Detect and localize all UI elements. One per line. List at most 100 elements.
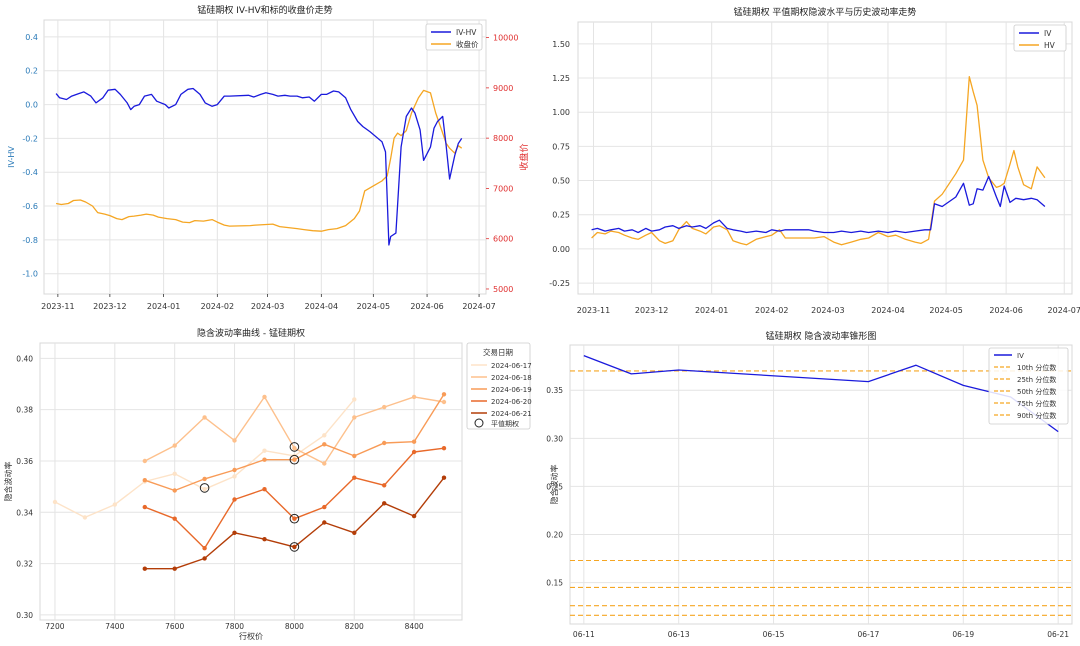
data-point xyxy=(142,566,147,571)
legend-label: IV-HV xyxy=(456,28,477,37)
x-tick-label: 06-19 xyxy=(952,630,974,639)
data-point xyxy=(411,394,417,400)
data-point xyxy=(232,438,237,443)
data-point xyxy=(411,513,417,519)
data-point xyxy=(112,502,118,507)
y2-tick-label: 7000 xyxy=(493,184,513,193)
data-point xyxy=(232,497,237,502)
data-point xyxy=(262,394,267,400)
data-point xyxy=(382,501,387,506)
data-point xyxy=(352,397,357,402)
data-point xyxy=(262,457,267,462)
data-point xyxy=(292,544,297,550)
data-point xyxy=(292,516,297,521)
y-tick-label: 0.38 xyxy=(16,406,33,415)
y-tick-label: 0.25 xyxy=(552,211,570,220)
x-tick-label: 2024-02 xyxy=(201,302,234,311)
data-point xyxy=(52,499,58,505)
y2-tick-label: 6000 xyxy=(493,235,513,244)
y-tick-label: 0.35 xyxy=(546,386,563,395)
data-point xyxy=(172,488,177,493)
data-point xyxy=(202,556,207,561)
x-tick-label: 7200 xyxy=(45,622,64,631)
atm-marker xyxy=(289,442,300,452)
x-tick-label: 2024-06 xyxy=(989,306,1022,315)
y2-tick-label: 9000 xyxy=(493,84,513,93)
data-point xyxy=(382,483,387,488)
legend-label: 平值期权 xyxy=(491,419,519,428)
x-tick-label: 8200 xyxy=(345,622,364,631)
x-tick-label: 2024-04 xyxy=(871,306,904,315)
y-tick-label: 0.30 xyxy=(546,434,563,443)
series-line-iv xyxy=(583,354,1059,433)
y-axis-label: 隐含波动率 xyxy=(549,465,559,505)
y2-tick-label: 10000 xyxy=(493,34,518,43)
data-point xyxy=(262,487,267,492)
data-point xyxy=(382,440,387,446)
legend: IV 10th 分位数 25th 分位数 50th 分位数 75th 分位数 90th 分… xyxy=(988,347,1069,425)
x-tick-label: 8000 xyxy=(285,622,304,631)
data-point xyxy=(292,446,297,451)
data-point xyxy=(202,415,207,420)
legend: 交易日期 2024-06-17 2024-06-18 2024-06-19 2024-0… xyxy=(466,342,532,430)
legend-title: 交易日期 xyxy=(483,347,513,357)
y-tick-label: 1.25 xyxy=(552,74,570,83)
y-tick-label: -0.2 xyxy=(22,134,38,143)
legend-box xyxy=(1013,24,1067,52)
legend: IV-HV 收盘价 xyxy=(425,23,483,51)
legend-label: 2024-06-18 xyxy=(491,374,532,382)
data-point xyxy=(322,433,327,438)
x-tick-label: 06-21 xyxy=(1047,630,1069,639)
data-point xyxy=(322,461,327,466)
data-point xyxy=(382,404,387,410)
x-tick-label: 2024-07 xyxy=(462,302,495,311)
x-tick-label: 06-13 xyxy=(668,630,690,639)
x-tick-label: 7400 xyxy=(105,622,124,631)
legend-label: IV xyxy=(1044,29,1052,38)
x-axis-label: 行权价 xyxy=(239,631,263,641)
data-point xyxy=(262,448,267,453)
legend-label: 90th 分位数 xyxy=(1017,411,1056,420)
chart-title: 锰硅期权 平值期权隐波水平与历史波动率走势 xyxy=(734,6,917,18)
data-point xyxy=(232,467,237,473)
x-tick-label: 06-15 xyxy=(763,630,785,639)
chart-iv-hv: 2023-11 2023-12 2024-01 2024-02 2024-03 2024-… xyxy=(549,6,1080,315)
atm-marker xyxy=(199,483,210,493)
series-line-iv xyxy=(591,175,1046,234)
legend-atm-swatch xyxy=(474,418,484,428)
data-point xyxy=(322,442,327,447)
x-tick-label: 2023-12 xyxy=(93,302,126,311)
legend-label: 10th 分位数 xyxy=(1017,363,1056,372)
y-tick-label: 0.15 xyxy=(546,579,563,588)
data-point xyxy=(322,520,327,525)
plot-frame xyxy=(577,21,1073,295)
data-point xyxy=(411,449,417,455)
y-tick-label: 0.25 xyxy=(546,482,563,491)
x-tick-label: 2023-11 xyxy=(41,302,74,311)
series-line-ivhv xyxy=(55,87,463,246)
data-point xyxy=(352,475,357,480)
legend-label: HV xyxy=(1044,41,1056,50)
data-point xyxy=(441,399,447,405)
x-tick-label: 2023-12 xyxy=(635,306,668,315)
legend-label: IV xyxy=(1017,352,1024,360)
data-point xyxy=(142,478,147,483)
y-tick-label: 0.4 xyxy=(25,33,38,42)
y-tick-label: 0.2 xyxy=(25,67,38,76)
chart-title: 锰硅期权 隐含波动率锥形图 xyxy=(766,330,877,342)
data-point xyxy=(441,475,447,480)
data-point xyxy=(441,446,447,451)
y-tick-label: 0.40 xyxy=(16,354,33,363)
legend-label: 75th 分位数 xyxy=(1017,399,1056,408)
y-tick-label: -0.25 xyxy=(549,279,570,288)
atm-marker xyxy=(289,542,300,552)
y-tick-label: 0.34 xyxy=(16,508,33,517)
legend-label: 收盘价 xyxy=(456,39,479,49)
x-tick-label: 2024-04 xyxy=(305,302,338,311)
x-tick-label: 2024-05 xyxy=(357,302,390,311)
plot-frame xyxy=(43,19,487,295)
x-tick-label: 2024-02 xyxy=(755,306,788,315)
x-tick-label: 2024-07 xyxy=(1048,306,1080,315)
data-point xyxy=(262,537,267,542)
